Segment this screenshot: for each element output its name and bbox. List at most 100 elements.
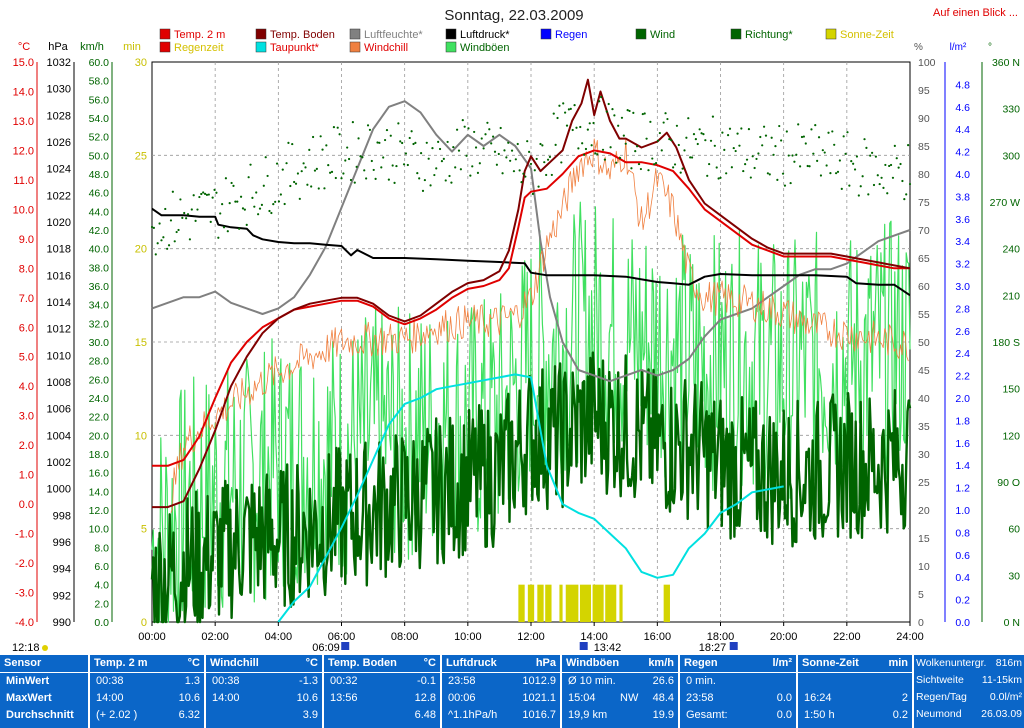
x-tick-label: 18:00 [707,631,735,643]
axis-tick-label: 20.0 [89,430,110,442]
direction-point [639,167,643,171]
axis-tick-label: 3.2 [955,259,970,271]
series-luftfeuchte [151,100,911,383]
sun-bar [537,584,544,622]
direction-point [793,160,796,163]
direction-point [359,155,362,158]
summary-table: Sensor MinWert MaxWert Durchschnitt Temp. 2 … [0,655,1024,728]
axis-tick-label: 16.0 [89,468,110,480]
axis-tick-label: 240 [1002,244,1020,256]
x-tick-label: 10:00 [454,631,482,643]
direction-point [643,112,646,115]
axis-tick-label: 40 [918,393,930,405]
axis-tick-label: 4.0 [94,580,109,592]
summary-unit: °C [423,657,436,669]
axis-tick-label: 1000 [47,484,71,496]
axis-tick-label: 0.0 [94,617,109,629]
axis-tick-label: 1022 [47,190,71,202]
axis-tick-label: 30.0 [89,337,110,349]
direction-point [778,124,781,128]
direction-point [859,185,862,188]
direction-point [685,136,688,139]
direction-point [797,123,800,126]
axis-tick-label: 2.4 [955,348,970,360]
legend-label: Temp. 2 m [174,29,225,41]
direction-point [709,139,713,142]
axis-tick-label: 15.0 [13,57,34,69]
axis-tick-label: 34.0 [89,300,110,312]
direction-point [717,177,720,180]
glance-link[interactable]: Auf einen Blick ... [933,7,1018,19]
axis-tick-label: 30 [1008,570,1020,582]
x-tick-label: 12:00 [517,631,545,643]
direction-point [251,196,254,199]
direction-point [812,152,815,155]
direction-point [598,100,601,103]
direction-point [300,170,303,173]
direction-point [677,143,680,147]
series-wind [150,351,912,624]
direction-point [528,150,531,153]
direction-point [869,154,872,157]
direction-point [296,172,300,175]
direction-point [478,162,481,165]
direction-point [520,181,523,184]
summary-value: 1.3 [184,675,200,687]
direction-point [255,191,258,194]
direction-point [419,152,423,155]
direction-point [668,138,671,141]
summary-row-label: Durchschnitt [6,709,74,721]
sun-bar [565,584,579,622]
series-windchill [170,137,909,513]
direction-point [293,180,296,184]
sun-bar [592,584,604,622]
direction-point [586,128,589,131]
axis-tick-label: 14.0 [13,86,34,98]
axis-tick-label: 12.0 [13,145,34,157]
axis-unit: ° [988,42,992,53]
direction-point [543,161,546,164]
direction-point [526,140,529,143]
summary-row: 00:32 -0.1 [324,673,440,690]
direction-point [370,159,373,163]
axis-tick-label: 15 [918,533,930,545]
axis-tick-label: 26.0 [89,374,110,386]
axis-tick-label: 4.8 [955,79,970,91]
direction-point [160,239,163,242]
axis-tick-label: 1018 [47,244,71,256]
direction-point [382,156,385,159]
direction-point [626,109,629,112]
direction-point [486,121,489,124]
summary-title: Windböen [566,657,620,669]
direction-point [164,207,167,211]
axis-tick-label: 8.0 [94,542,109,554]
direction-point [217,236,220,239]
direction-point [274,200,277,203]
summary-value: 6.32 [178,709,200,721]
direction-point [410,130,413,133]
axis-tick-label: 210 [1002,290,1020,302]
axis-tick-label: 1008 [47,377,71,389]
direction-point [537,185,540,188]
axis-tick-label: 180 S [993,337,1020,349]
summary-extra-row: Wolkenuntergr. 816m [914,655,1024,672]
summary-time: 00:32 [330,675,358,687]
summary-time: 19,9 km [568,709,608,721]
sunset-time: 18:27 [699,642,727,654]
sun-bar [545,584,552,622]
legend-label: Windchill [364,42,408,54]
axis-tick-label: 30 [918,449,930,461]
direction-point [637,162,641,166]
legend-label: Regen [555,29,587,41]
direction-point [785,130,788,133]
axis-tick-label: 11.0 [13,175,34,187]
direction-point [236,200,239,203]
direction-point [848,184,851,187]
direction-point [649,120,652,123]
axis-tick-label: 22.0 [89,412,110,424]
direction-point [728,127,732,130]
axis-tick-label: 1012 [47,324,71,336]
axis-tick-label: 1028 [47,110,71,122]
axis-tick-label: 300 [1002,150,1020,162]
axis-tick-label: 60 [918,281,930,293]
